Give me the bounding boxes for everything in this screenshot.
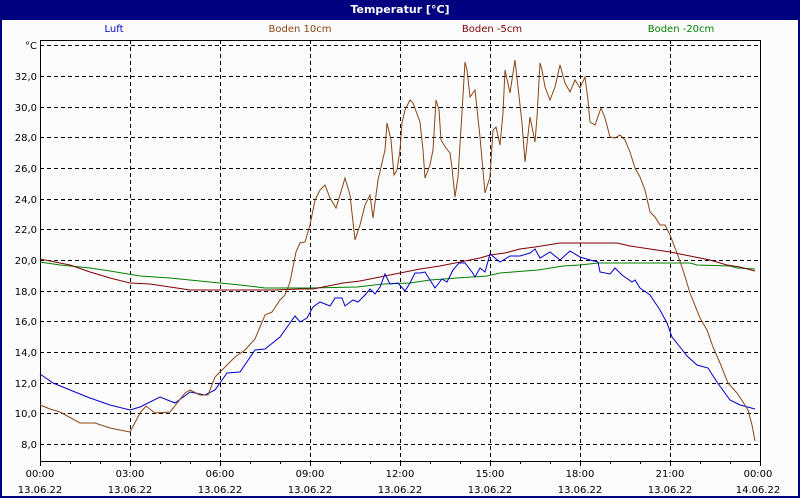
legend-boden-10cm: Boden 10cm (268, 24, 332, 35)
svg-text:06:00: 06:00 (206, 469, 235, 480)
svg-text:13.06.22: 13.06.22 (18, 485, 63, 496)
svg-text:12,0: 12,0 (15, 379, 37, 390)
svg-text:30,0: 30,0 (15, 103, 37, 114)
svg-text:00:00: 00:00 (26, 469, 55, 480)
svg-text:13.06.22: 13.06.22 (108, 485, 153, 496)
svg-text:15:00: 15:00 (476, 469, 505, 480)
chart-title: Temperatur [°C] (0, 0, 800, 20)
x-axis-labels: 00:00 13.06.22 03:00 13.06.22 06:00 13.06.2… (18, 469, 781, 496)
svg-text:8,0: 8,0 (21, 440, 37, 451)
svg-text:10,0: 10,0 (15, 409, 37, 420)
svg-text:13.06.22: 13.06.22 (558, 485, 603, 496)
svg-text:21:00: 21:00 (656, 469, 685, 480)
svg-text:26,0: 26,0 (15, 164, 37, 175)
svg-text:22,0: 22,0 (15, 225, 37, 236)
series-luft (39, 248, 756, 411)
svg-text:14,0: 14,0 (15, 348, 37, 359)
svg-text:13.06.22: 13.06.22 (468, 485, 513, 496)
svg-text:13.06.22: 13.06.22 (648, 485, 693, 496)
svg-text:09:00: 09:00 (296, 469, 325, 480)
svg-text:28,0: 28,0 (15, 133, 37, 144)
svg-text:13.06.22: 13.06.22 (288, 485, 333, 496)
svg-text:13.06.22: 13.06.22 (378, 485, 423, 496)
legend-boden-minus5cm: Boden -5cm (461, 24, 523, 35)
series-boden-minus5cm (39, 242, 756, 291)
svg-text:12:00: 12:00 (386, 469, 415, 480)
svg-text:18,0: 18,0 (15, 287, 37, 298)
y-axis-labels: °C 32,0 30,0 28,0 26,0 24,0 22,0 20,0 18… (15, 41, 37, 451)
svg-text:00:00: 00:00 (744, 469, 773, 480)
vertical-gridlines (130, 40, 671, 461)
svg-text:32,0: 32,0 (15, 72, 37, 83)
svg-text:20,0: 20,0 (15, 256, 37, 267)
x-axis-ticks (40, 461, 761, 466)
svg-text:24,0: 24,0 (15, 195, 37, 206)
y-unit-label: °C (25, 41, 37, 52)
svg-text:14.06.22: 14.06.22 (736, 485, 781, 496)
svg-text:18:00: 18:00 (566, 469, 595, 480)
series-boden-10cm (39, 59, 756, 442)
svg-text:13.06.22: 13.06.22 (198, 485, 243, 496)
legend-luft: Luft (104, 24, 124, 35)
svg-text:03:00: 03:00 (116, 469, 145, 480)
svg-text:16,0: 16,0 (15, 317, 37, 328)
legend-boden-minus20cm: Boden -20cm (647, 24, 715, 35)
